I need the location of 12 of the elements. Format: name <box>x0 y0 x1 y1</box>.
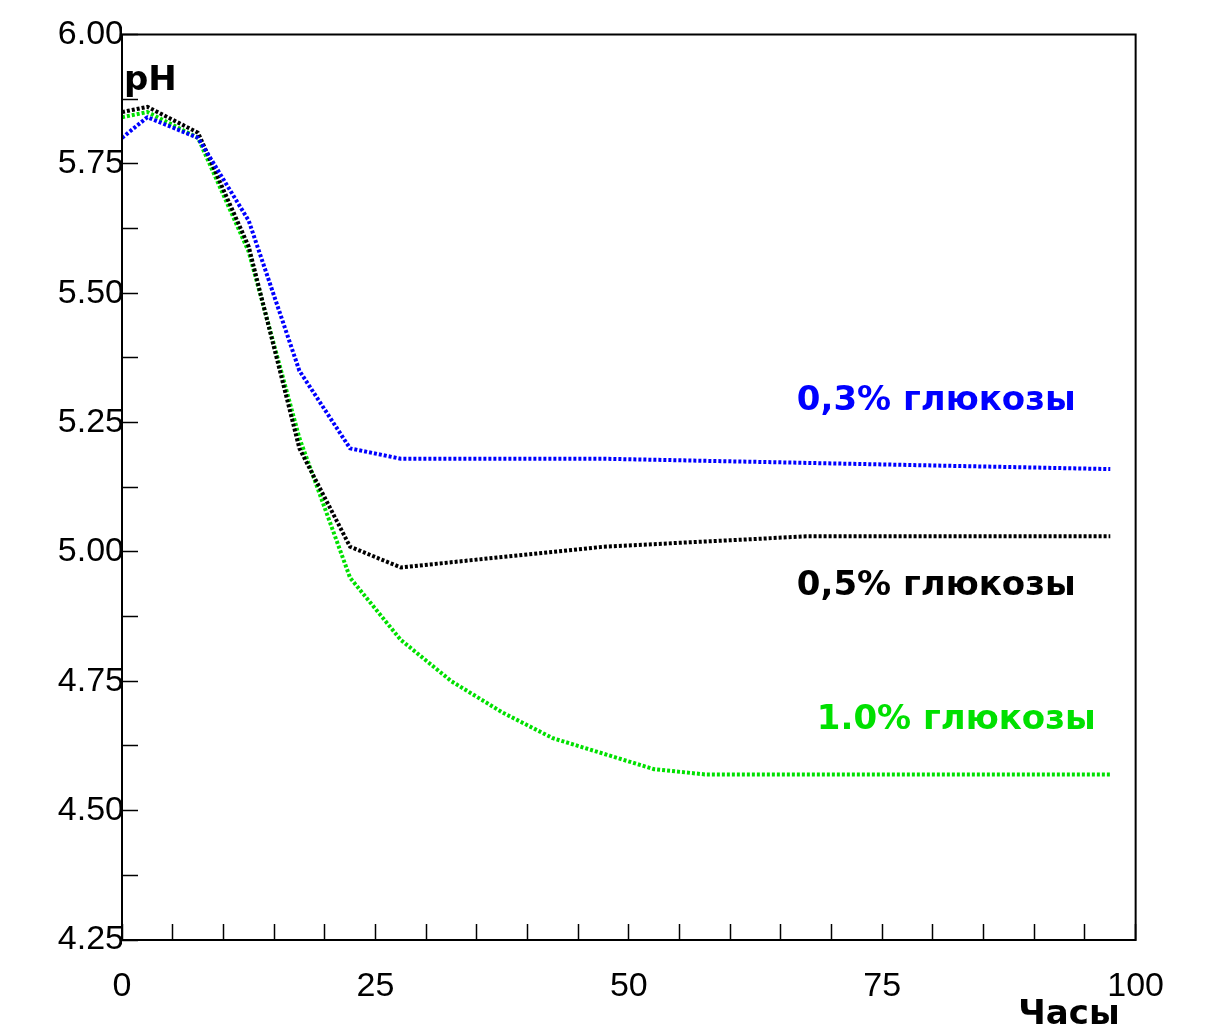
y-tick-label: 5.25 <box>57 400 124 439</box>
y-axis-title: pH <box>124 58 177 99</box>
x-tick-label: 25 <box>356 964 395 1003</box>
y-tick-label: 5.75 <box>57 142 124 181</box>
series-label: 0,3% глюкозы <box>796 377 1076 418</box>
series-label: 0,5% глюкозы <box>796 563 1076 604</box>
y-tick-label: 4.75 <box>57 659 124 698</box>
x-tick-label: 0 <box>112 964 132 1003</box>
y-tick-label: 4.25 <box>57 918 124 957</box>
x-tick-label: 50 <box>609 964 648 1003</box>
x-tick-label: 75 <box>863 964 902 1003</box>
series-label: 1.0% глюкозы <box>816 697 1096 738</box>
